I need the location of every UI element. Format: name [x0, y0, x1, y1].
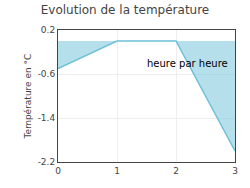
- svg-text:-0.6: -0.6: [38, 69, 56, 79]
- svg-text:0: 0: [55, 166, 61, 176]
- svg-text:Température en °C: Température en °C: [23, 54, 33, 140]
- svg-text:1: 1: [114, 166, 120, 176]
- svg-text:3: 3: [232, 166, 238, 176]
- svg-text:2: 2: [173, 166, 179, 176]
- svg-text:heure par heure: heure par heure: [147, 58, 228, 69]
- svg-text:0.2: 0.2: [41, 25, 55, 35]
- svg-text:-2.2: -2.2: [38, 157, 56, 167]
- svg-text:-1.4: -1.4: [38, 113, 56, 123]
- svg-text:Evolution de la température: Evolution de la température: [41, 3, 210, 17]
